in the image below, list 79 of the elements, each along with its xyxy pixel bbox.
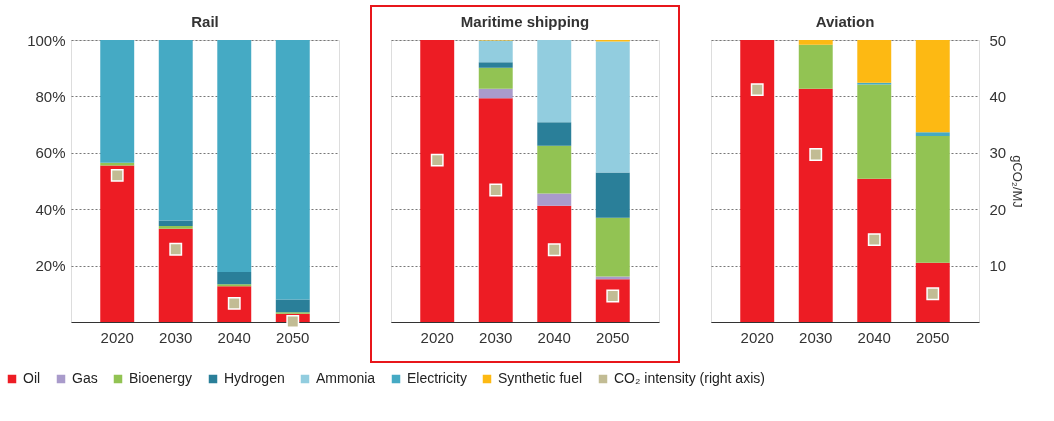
x-tick-label: 2030 [799,328,833,346]
y-tick-label: 80% [35,87,66,105]
bar [100,40,135,163]
x-tick-label: 2020 [740,328,774,346]
bar [275,40,310,300]
bar [595,172,630,218]
legend-label: Bioenergy [129,370,193,386]
bar [537,40,572,123]
point [110,168,124,182]
y2-tick-label: 20 [989,200,1007,218]
bar [537,205,572,322]
bar [857,84,892,179]
y-tick-label: 60% [35,144,66,162]
legend-label: CO₂ intensity (right axis) [614,370,765,386]
bar [915,40,950,133]
bar [217,272,252,285]
bar [158,226,193,229]
x-tick-label: 2050 [276,328,310,346]
point [547,243,561,257]
bar [740,40,775,322]
y2-tick-label: 30 [989,144,1007,162]
bar [478,67,513,89]
legend-label: Oil [23,370,41,386]
bar [275,299,310,313]
y2-tick-label: 10 [989,257,1007,275]
legend-label: Gas [72,370,98,386]
legend-label: Hydrogen [224,370,285,386]
bar [478,62,513,68]
point [750,83,764,97]
point [926,287,940,301]
bar [158,228,193,322]
y2-tick-label: 50 [989,31,1007,49]
bar [595,217,630,277]
bar [478,40,513,63]
bar [537,122,572,146]
x-tick-label: 2020 [100,328,134,346]
x-tick-label: 2030 [159,328,193,346]
y2-tick-label: 40 [989,87,1007,105]
x-tick-label: 2040 [217,328,251,346]
bar [158,220,193,227]
bar [217,40,252,273]
bar [478,98,513,322]
bar [537,193,572,206]
bar [100,165,135,322]
legend-label: Electricity [407,370,467,386]
bar [857,178,892,322]
point [286,314,300,328]
point [430,153,444,167]
bar [798,88,833,322]
point [867,233,881,247]
x-tick-label: 2050 [916,328,950,346]
point [809,148,823,161]
y-tick-label: 20% [35,257,66,275]
bar [478,88,513,99]
bar [915,132,950,136]
chart-title: Maritime shipping [460,13,590,30]
bar [537,145,572,194]
bar [158,40,193,221]
y-tick-label: 100% [27,31,66,49]
y-tick-label: 40% [35,200,66,218]
x-tick-label: 2040 [537,328,571,346]
x-tick-label: 2040 [857,328,891,346]
bar [857,40,892,83]
x-tick-label: 2030 [479,328,513,346]
bar [915,262,950,322]
bar [915,135,950,263]
bar [420,40,455,322]
point [489,183,503,197]
point [169,242,183,256]
x-tick-label: 2050 [596,328,630,346]
bar [595,41,630,173]
bar [798,44,833,89]
chart-title: Rail [191,13,219,30]
bar [798,40,833,45]
y2-axis-title: gCO₂/MJ [1010,155,1026,208]
chart-title: Aviation [815,13,875,30]
x-tick-label: 2020 [420,328,454,346]
legend-label: Ammonia [316,370,376,386]
legend-label: Synthetic fuel [498,370,583,386]
